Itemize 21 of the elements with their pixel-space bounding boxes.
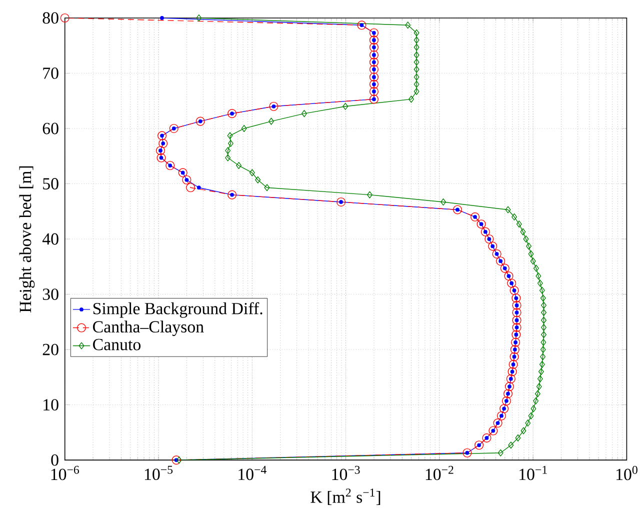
y-tick-label: 80 [42,12,58,24]
y-tick-label: 20 [42,344,58,356]
y-tick-label: 30 [42,288,58,300]
y-axis-title: Height above bed [m] [19,166,35,312]
y-tick-label: 10 [44,399,58,411]
legend-label: Canuto [93,338,141,350]
x-tick-label: 10$^{−6}$ [51,466,80,480]
x-tick-label: 10$^{−1}$ [520,466,547,480]
x-tick-label: 10$^{−3}$ [332,466,360,480]
x-tick-label: 10$^{−5}$ [144,466,173,480]
y-tick-label: 70 [43,68,58,79]
y-tick-label: 50 [43,178,58,190]
y-tick-label: 40 [42,233,58,245]
y-tick-label: 0 [51,454,58,466]
x-tick-label: 10$^{−4}$ [238,466,266,480]
y-tick-label: 60 [42,122,58,134]
x-tick-label: 10$^{−2}$ [426,466,454,480]
legend-label: Cantha–Clayson [93,320,204,336]
x-axis-title: K [m$^{2}$ s$^{−1}$] [310,488,380,505]
x-tick-label: 10$^{0}$ [616,466,638,480]
legend-label: Simple Background Diff. [93,302,262,318]
